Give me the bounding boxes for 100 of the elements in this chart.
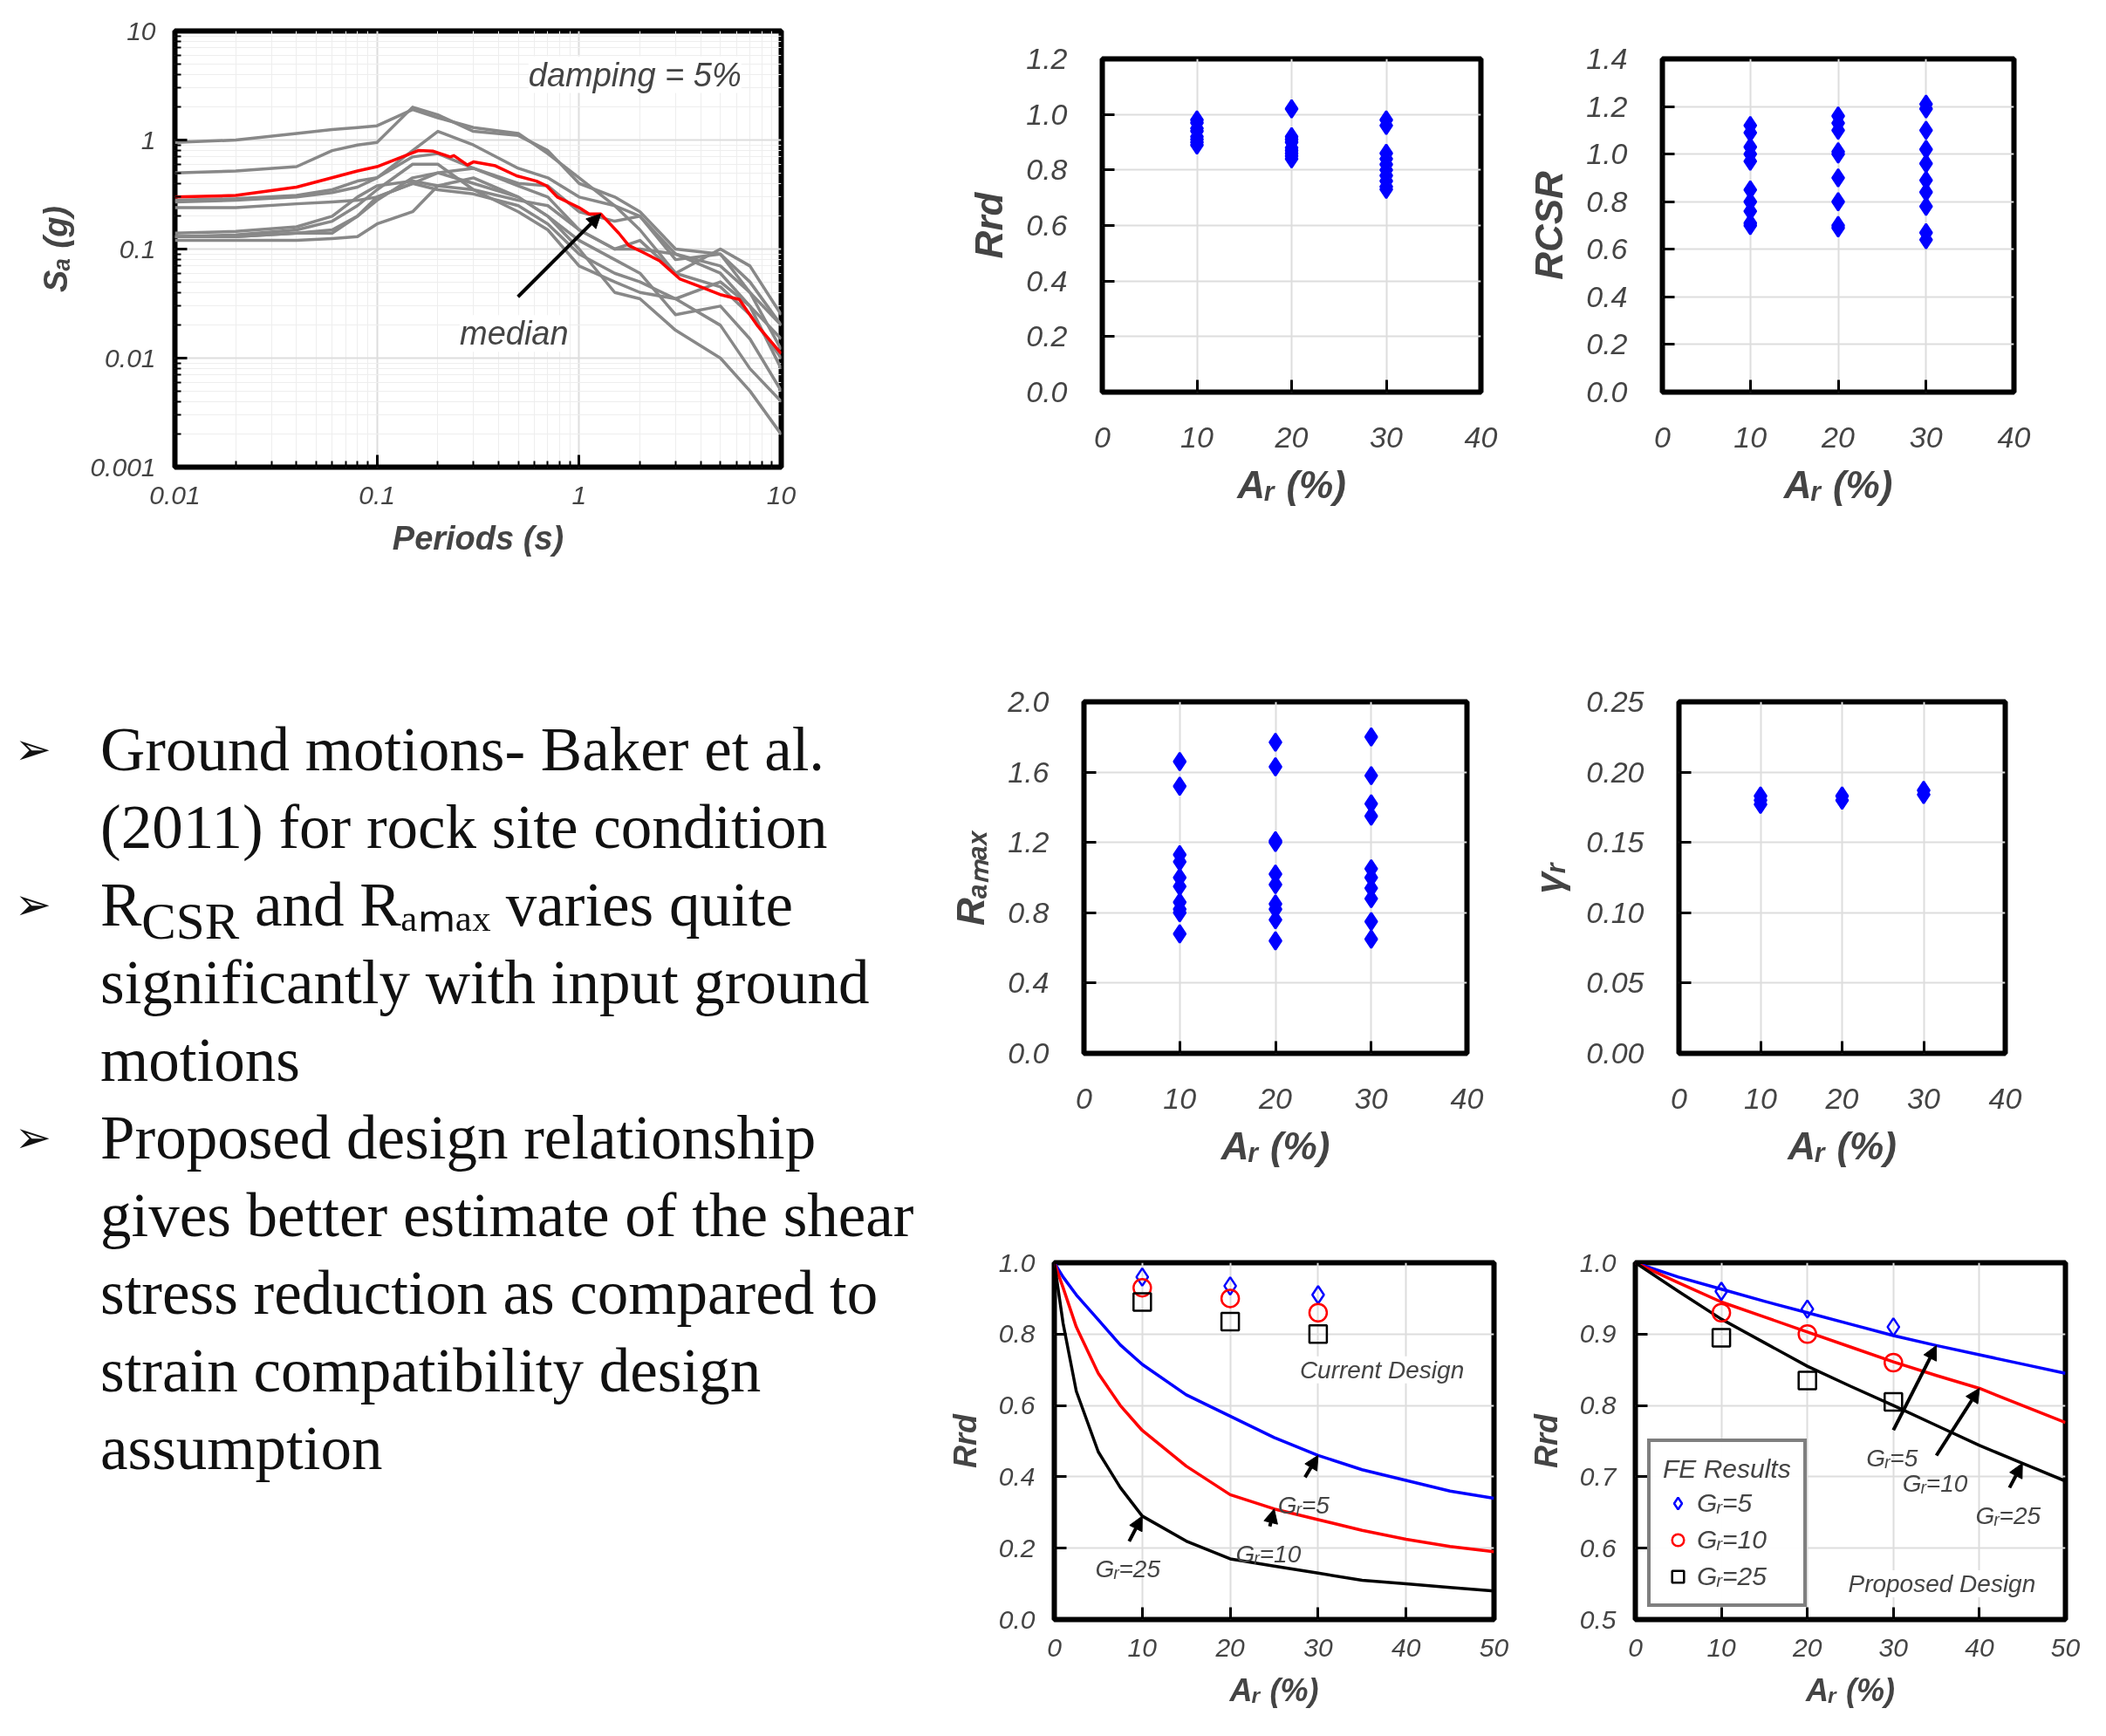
x-tick-label: 40 xyxy=(1450,1081,1484,1115)
x-tick-label: 10 xyxy=(1180,420,1214,454)
y-tick-label: 0.15 xyxy=(1586,825,1644,859)
annotation: Current Design xyxy=(1299,1356,1465,1384)
x-tick-label: 30 xyxy=(1878,1632,1909,1662)
y-tick-label: 0.8 xyxy=(1586,184,1628,218)
y-tick-label: 0.2 xyxy=(1586,327,1628,361)
x-axis-title: Aᵣ (%) xyxy=(1787,1124,1897,1167)
legend-title: FE Results xyxy=(1663,1454,1791,1484)
legend-label: Gᵣ=25 xyxy=(1697,1562,1767,1591)
x-tick-label: 40 xyxy=(1391,1632,1421,1662)
x-tick-label: 30 xyxy=(1907,1081,1940,1115)
y-tick-label: 0.7 xyxy=(1579,1461,1617,1491)
x-tick-label: 40 xyxy=(1988,1081,2022,1115)
text: ➢ R$_{CSR}$ and Rₐₘₐₓ varies quite significantly with input ground motions xyxy=(14,870,871,1096)
y-tick-label: 0.6 xyxy=(1026,208,1068,242)
y-tick-label: 0.4 xyxy=(1026,263,1068,297)
annotation: median xyxy=(459,315,569,352)
x-axis-title: Aᵣ (%) xyxy=(1804,1671,1896,1708)
y-tick-label: 0.8 xyxy=(998,1319,1036,1349)
x-tick-label: 10 xyxy=(1706,1632,1737,1662)
y-tick-label: 0.8 xyxy=(1026,153,1068,187)
x-tick-label: 30 xyxy=(1909,420,1943,454)
y-tick-label: 0.0 xyxy=(1008,1036,1050,1070)
y-tick-label: 2.0 xyxy=(1007,685,1050,718)
y-tick-label: 1.4 xyxy=(1586,42,1628,75)
x-tick-label: 0 xyxy=(1094,420,1111,454)
x-tick-label: 10 xyxy=(1163,1081,1197,1115)
x-axis-title: Periods (s) xyxy=(392,519,564,557)
x-tick-label: 40 xyxy=(1997,420,2031,454)
y-tick-label: 1 xyxy=(140,125,156,154)
x-tick-label: 0.01 xyxy=(149,480,201,509)
x-axis-title: Aᵣ (%) xyxy=(1782,462,1893,506)
y-tick-label: 1.2 xyxy=(1026,42,1068,75)
y-axis-title: Rrd xyxy=(1528,1412,1564,1468)
x-tick-label: 50 xyxy=(1479,1632,1509,1662)
x-tick-label: 20 xyxy=(1792,1632,1822,1662)
annotation: Gᵣ=25 xyxy=(1975,1501,2041,1529)
y-tick-label: 0.2 xyxy=(998,1533,1036,1562)
x-tick-label: 10 xyxy=(1127,1632,1158,1662)
y-tick-label: 0.4 xyxy=(1008,966,1050,1000)
y-tick-label: 0.5 xyxy=(1579,1604,1617,1634)
y-tick-label: 1.6 xyxy=(1008,755,1050,789)
annotation: Gᵣ=5 xyxy=(1277,1491,1330,1519)
x-tick-label: 0 xyxy=(1654,420,1672,454)
legend-label: Gᵣ=10 xyxy=(1697,1525,1767,1555)
x-tick-label: 0.1 xyxy=(359,480,396,509)
x-tick-label: 30 xyxy=(1303,1632,1333,1662)
y-axis-title: RCSR xyxy=(1528,170,1571,280)
x-tick-label: 20 xyxy=(1274,420,1309,454)
y-tick-label: 0.00 xyxy=(1586,1036,1644,1070)
x-axis-title: Aᵣ (%) xyxy=(1220,1124,1330,1167)
annotation: Gᵣ=25 xyxy=(1095,1555,1161,1583)
y-axis-title: Rₐₘₐₓ xyxy=(949,829,993,926)
y-tick-label: 0.6 xyxy=(998,1391,1036,1420)
y-axis-title: Rrd xyxy=(947,1412,983,1468)
y-axis-title: Rrd xyxy=(968,191,1011,259)
y-tick-label: 0.4 xyxy=(1586,279,1628,313)
x-tick-label: 40 xyxy=(1965,1632,1994,1662)
y-tick-label: 1.0 xyxy=(1579,1247,1617,1277)
y-tick-label: 0.05 xyxy=(1586,966,1644,1000)
x-tick-label: 0 xyxy=(1628,1632,1644,1662)
y-tick-label: 0.10 xyxy=(1586,895,1644,929)
y-tick-label: 0.01 xyxy=(105,343,156,372)
y-tick-label: 0.6 xyxy=(1586,232,1628,266)
x-tick-label: 30 xyxy=(1354,1081,1388,1115)
y-tick-label: 0.0 xyxy=(998,1604,1036,1634)
x-tick-label: 20 xyxy=(1821,420,1855,454)
text: ➢ Proposed design relationship gives better estimate of the shear stress reduction as compared to strain compatibility design assumption xyxy=(14,1103,915,1484)
y-tick-label: 0.2 xyxy=(1026,319,1068,353)
y-tick-label: 1.0 xyxy=(998,1247,1036,1277)
x-tick-label: 1 xyxy=(571,480,587,509)
y-tick-label: 0.0 xyxy=(1026,375,1068,408)
y-tick-label: 0.8 xyxy=(1579,1391,1617,1420)
y-tick-label: 0.25 xyxy=(1586,685,1644,718)
y-tick-label: 0.001 xyxy=(90,452,156,482)
annotation: Gᵣ=10 xyxy=(1902,1469,1968,1497)
x-tick-label: 0 xyxy=(1076,1081,1093,1115)
annotation: damping = 5% xyxy=(528,56,742,93)
annotation: Proposed Design xyxy=(1848,1570,2036,1598)
y-tick-label: 0.6 xyxy=(1579,1533,1617,1562)
y-tick-label: 10 xyxy=(126,16,156,45)
x-tick-label: 20 xyxy=(1214,1632,1246,1662)
y-axis-title: Sₐ (g) xyxy=(38,205,75,293)
y-tick-label: 0.1 xyxy=(119,234,156,263)
x-tick-label: 0 xyxy=(1047,1632,1063,1662)
y-axis-title: γᵣ xyxy=(1528,861,1571,894)
y-tick-label: 1.0 xyxy=(1586,137,1628,171)
x-tick-label: 10 xyxy=(766,480,797,509)
x-axis-title: Aᵣ (%) xyxy=(1228,1671,1319,1708)
x-tick-label: 20 xyxy=(1824,1081,1859,1115)
y-tick-label: 0.8 xyxy=(1008,895,1050,929)
y-tick-label: 1.2 xyxy=(1586,89,1628,123)
annotation: Gᵣ=5 xyxy=(1866,1444,1918,1472)
y-tick-label: 0.9 xyxy=(1579,1319,1617,1349)
y-tick-label: 0.0 xyxy=(1586,375,1628,408)
x-tick-label: 10 xyxy=(1733,420,1768,454)
x-tick-label: 10 xyxy=(1744,1081,1777,1115)
y-tick-label: 0.4 xyxy=(998,1461,1036,1491)
annotation: Gᵣ=10 xyxy=(1235,1541,1302,1569)
